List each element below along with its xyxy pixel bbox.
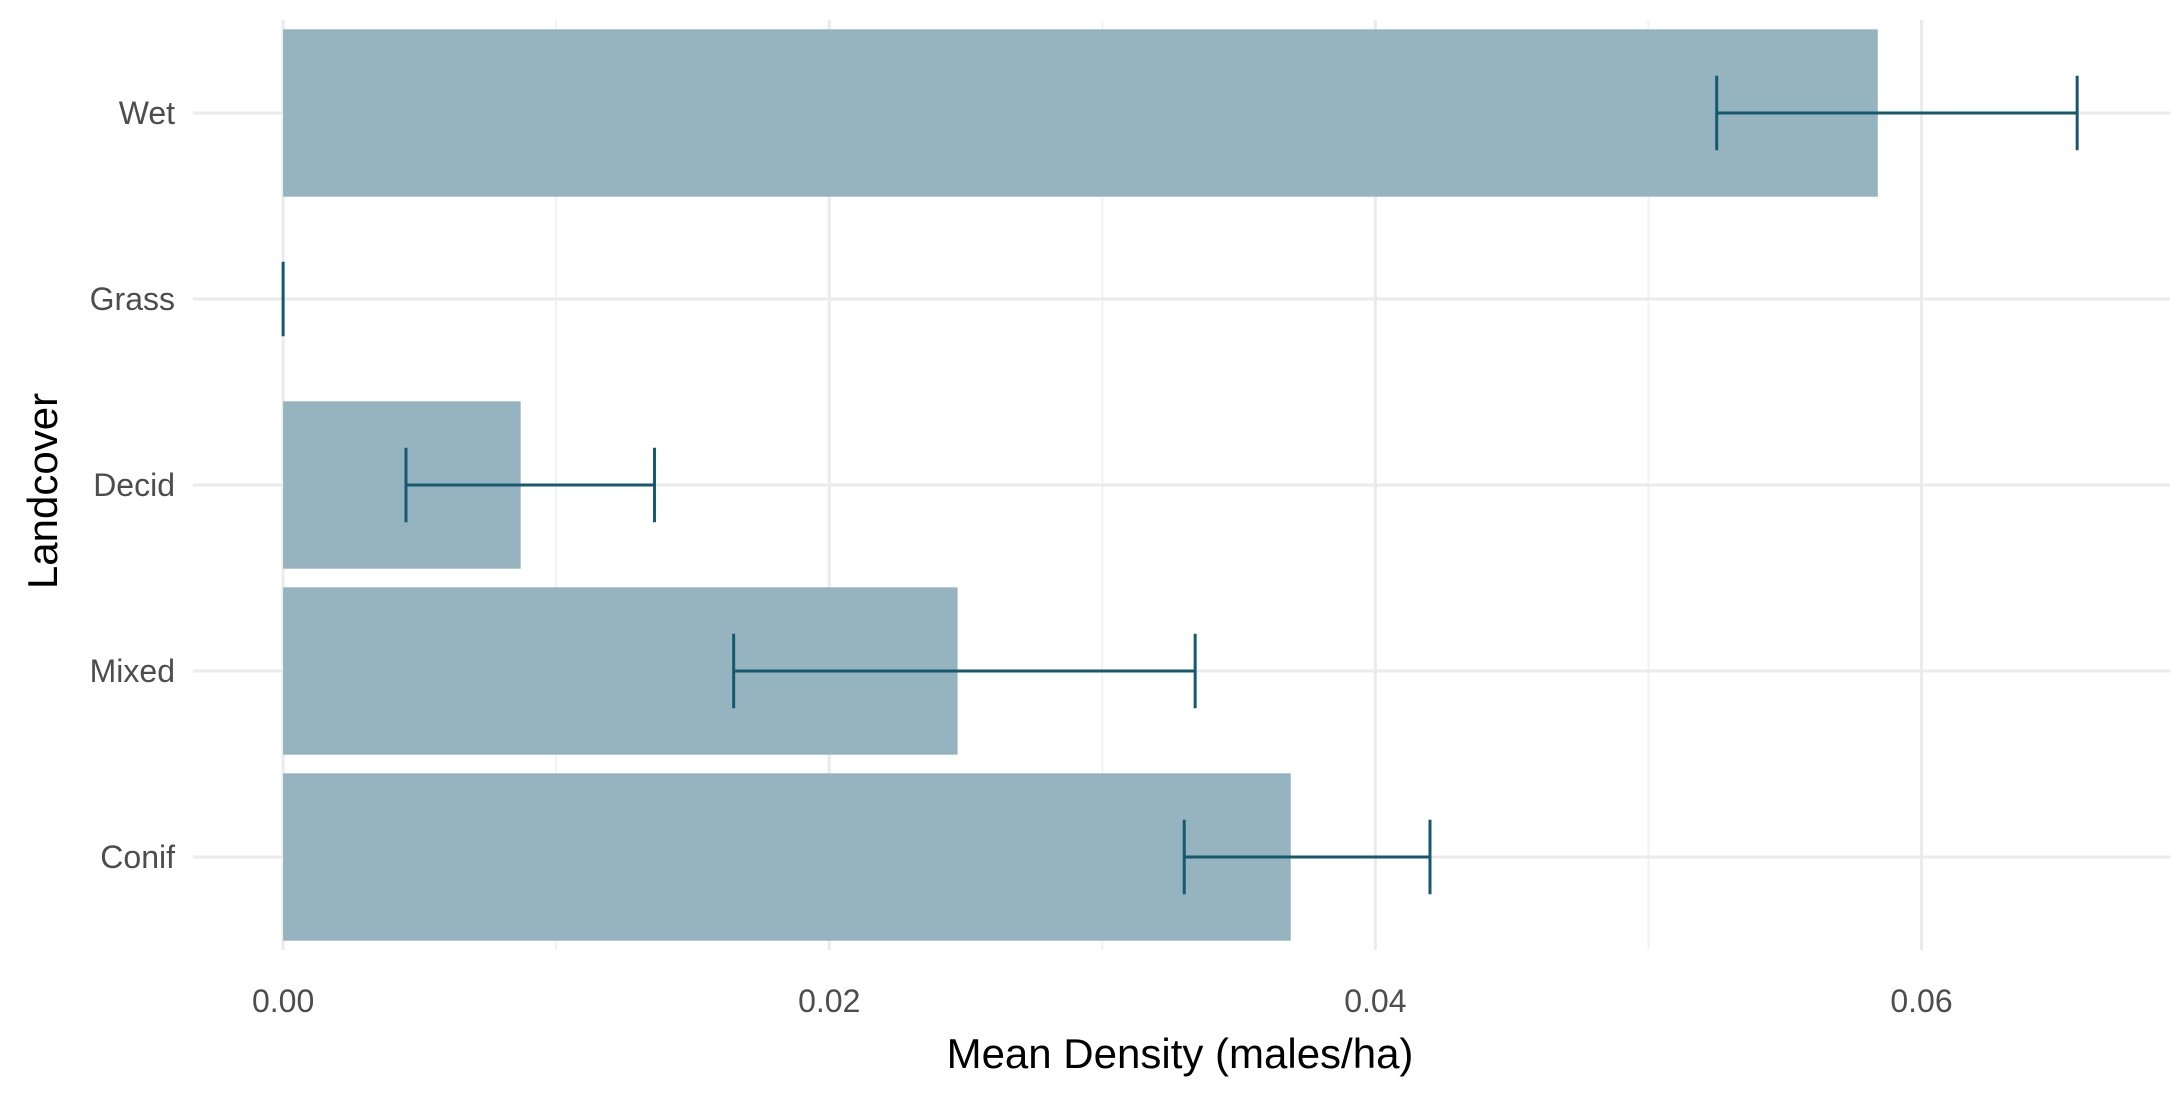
error-bar-mixed (732, 633, 1197, 709)
y-tick-label-decid: Decid (93, 467, 175, 503)
error-bar-wet (1715, 75, 2079, 151)
x-axis-ticks: 0.00 0.02 0.04 0.06 (252, 983, 1953, 1019)
x-tick-label: 0.04 (1344, 983, 1406, 1019)
y-tick-label-grass: Grass (90, 281, 175, 317)
x-tick-label: 0.02 (798, 983, 860, 1019)
y-tick-label-conif: Conif (100, 839, 175, 875)
x-axis-title: Mean Density (males/ha) (947, 1030, 1414, 1077)
bar-conif (283, 773, 1291, 941)
x-tick-label: 0.00 (252, 983, 314, 1019)
y-tick-label-wet: Wet (119, 95, 175, 131)
error-bar-decid (404, 447, 656, 523)
y-tick-label-mixed: Mixed (90, 653, 175, 689)
error-bars (281, 75, 2079, 895)
x-tick-label: 0.06 (1890, 983, 1952, 1019)
y-axis-title: Landcover (19, 393, 66, 589)
bar-wet (283, 29, 1878, 197)
y-axis-ticks: Conif Mixed Decid Grass Wet (90, 95, 175, 875)
error-bar-conif (1182, 819, 1432, 895)
